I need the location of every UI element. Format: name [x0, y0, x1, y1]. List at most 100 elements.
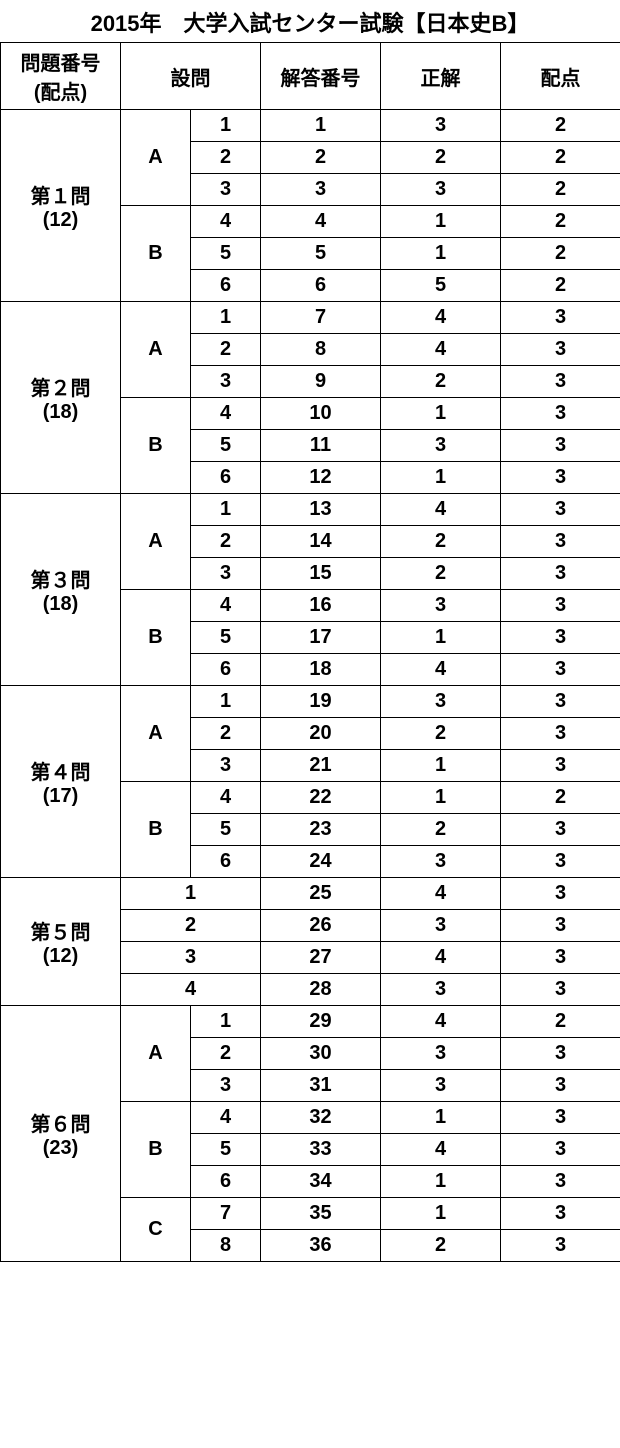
table-cell: 3 [381, 974, 501, 1006]
table-cell: 34 [261, 1166, 381, 1198]
table-cell: 32 [261, 1102, 381, 1134]
header-answer-no: 解答番号 [261, 43, 381, 110]
table-cell: 1 [381, 238, 501, 270]
table-row: 第２問(18)A1743 [1, 302, 620, 334]
sub-number: 5 [191, 814, 261, 846]
table-cell: 3 [501, 1134, 620, 1166]
table-cell: 3 [501, 910, 620, 942]
table-cell: 3 [381, 910, 501, 942]
header-points: 配点 [501, 43, 620, 110]
section-label: A [121, 110, 191, 206]
table-cell: 26 [261, 910, 381, 942]
section-label: A [121, 302, 191, 398]
table-cell: 14 [261, 526, 381, 558]
table-cell: 4 [381, 654, 501, 686]
page-title: 2015年 大学入試センター試験【日本史B】 [0, 0, 620, 42]
table-cell: 3 [501, 654, 620, 686]
table-cell: 27 [261, 942, 381, 974]
table-cell: 3 [501, 1230, 620, 1262]
table-cell: 10 [261, 398, 381, 430]
sub-number: 3 [121, 942, 261, 974]
section-label: B [121, 590, 191, 686]
table-cell: 22 [261, 782, 381, 814]
header-section: 設問 [121, 43, 261, 110]
table-cell: 3 [501, 750, 620, 782]
sub-number: 1 [191, 110, 261, 142]
section-label: A [121, 686, 191, 782]
table-cell: 3 [501, 590, 620, 622]
section-label: B [121, 206, 191, 302]
table-cell: 3 [501, 302, 620, 334]
question-label: 第４問(17) [1, 686, 121, 878]
sub-number: 2 [191, 718, 261, 750]
table-cell: 15 [261, 558, 381, 590]
table-cell: 9 [261, 366, 381, 398]
table-cell: 17 [261, 622, 381, 654]
table-cell: 1 [261, 110, 381, 142]
table-cell: 4 [261, 206, 381, 238]
sub-number: 4 [191, 398, 261, 430]
question-label: 第６問(23) [1, 1006, 121, 1262]
header-correct: 正解 [381, 43, 501, 110]
table-cell: 3 [501, 558, 620, 590]
table-cell: 5 [261, 238, 381, 270]
table-cell: 3 [381, 110, 501, 142]
sub-number: 4 [191, 1102, 261, 1134]
table-cell: 3 [501, 1102, 620, 1134]
sub-number: 3 [191, 1070, 261, 1102]
table-cell: 1 [381, 750, 501, 782]
table-cell: 4 [381, 494, 501, 526]
table-cell: 3 [501, 462, 620, 494]
table-cell: 4 [381, 302, 501, 334]
table-row: 第６問(23)A12942 [1, 1006, 620, 1038]
table-cell: 1 [381, 462, 501, 494]
sub-number: 6 [191, 1166, 261, 1198]
sub-number: 4 [191, 782, 261, 814]
table-row: 第３問(18)A11343 [1, 494, 620, 526]
table-cell: 3 [501, 526, 620, 558]
table-cell: 25 [261, 878, 381, 910]
sub-number: 1 [121, 878, 261, 910]
table-cell: 36 [261, 1230, 381, 1262]
table-cell: 2 [501, 110, 620, 142]
header-question: 問題番号(配点) [1, 43, 121, 110]
section-label: B [121, 782, 191, 878]
section-label: B [121, 398, 191, 494]
table-cell: 23 [261, 814, 381, 846]
table-cell: 29 [261, 1006, 381, 1038]
table-cell: 19 [261, 686, 381, 718]
sub-number: 1 [191, 494, 261, 526]
table-cell: 6 [261, 270, 381, 302]
table-cell: 3 [501, 334, 620, 366]
question-label: 第３問(18) [1, 494, 121, 686]
table-cell: 1 [381, 1198, 501, 1230]
sub-number: 1 [191, 302, 261, 334]
sub-number: 5 [191, 238, 261, 270]
table-cell: 1 [381, 1166, 501, 1198]
sub-number: 3 [191, 558, 261, 590]
table-cell: 3 [501, 846, 620, 878]
table-cell: 5 [381, 270, 501, 302]
table-cell: 2 [381, 814, 501, 846]
sub-number: 5 [191, 622, 261, 654]
table-cell: 4 [381, 1134, 501, 1166]
table-cell: 1 [381, 622, 501, 654]
answer-table: 問題番号(配点) 設問 解答番号 正解 配点 第１問(12)A113222223… [0, 42, 620, 1262]
sub-number: 1 [191, 686, 261, 718]
table-cell: 3 [261, 174, 381, 206]
table-cell: 3 [501, 718, 620, 750]
question-label: 第５問(12) [1, 878, 121, 1006]
sub-number: 6 [191, 654, 261, 686]
table-cell: 2 [381, 526, 501, 558]
table-cell: 3 [501, 1166, 620, 1198]
table-cell: 2 [381, 558, 501, 590]
table-cell: 12 [261, 462, 381, 494]
sub-number: 2 [191, 1038, 261, 1070]
table-cell: 30 [261, 1038, 381, 1070]
table-cell: 28 [261, 974, 381, 1006]
sub-number: 2 [121, 910, 261, 942]
table-cell: 11 [261, 430, 381, 462]
table-row: 第１問(12)A1132 [1, 110, 620, 142]
table-cell: 21 [261, 750, 381, 782]
table-cell: 3 [501, 494, 620, 526]
